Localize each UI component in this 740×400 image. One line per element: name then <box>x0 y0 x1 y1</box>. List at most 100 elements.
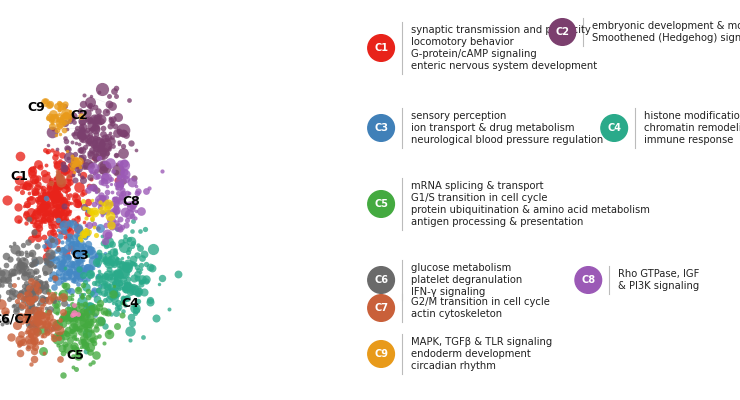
Point <box>132 275 144 282</box>
Point <box>27 217 39 223</box>
Point <box>115 172 127 179</box>
Point <box>51 272 63 278</box>
Point <box>58 264 70 271</box>
Point <box>25 288 37 295</box>
Point <box>78 342 90 348</box>
Point <box>120 302 132 308</box>
Point <box>22 345 34 351</box>
Point <box>82 304 94 311</box>
Point <box>73 200 84 207</box>
Point <box>18 266 30 273</box>
Point <box>75 132 87 138</box>
Point <box>119 262 131 268</box>
Point <box>78 242 90 248</box>
Point <box>53 193 64 200</box>
Point <box>44 261 56 267</box>
Point <box>23 297 35 304</box>
Point <box>112 189 124 196</box>
Point <box>54 290 66 297</box>
Point <box>126 320 138 326</box>
Point <box>109 250 121 257</box>
Point <box>36 184 47 190</box>
Point <box>80 348 92 354</box>
Point <box>74 147 86 154</box>
Point <box>81 228 92 234</box>
Point <box>97 210 109 216</box>
Point <box>94 282 106 289</box>
Point <box>74 314 86 320</box>
Point <box>73 184 85 190</box>
Point <box>52 182 64 189</box>
Point <box>1 309 13 315</box>
Point <box>67 113 78 119</box>
Point <box>11 185 23 192</box>
Point <box>82 138 94 144</box>
Point <box>40 279 52 286</box>
Point <box>126 260 138 266</box>
Point <box>103 208 115 214</box>
Point <box>37 348 49 354</box>
Point <box>74 164 86 170</box>
Point <box>106 221 118 228</box>
Point <box>84 314 96 320</box>
Point <box>49 219 61 226</box>
Point <box>51 318 63 324</box>
Point <box>72 271 84 277</box>
Point <box>81 204 92 211</box>
Point <box>32 181 44 187</box>
Point <box>36 207 47 213</box>
Point <box>75 326 87 333</box>
Point <box>90 352 102 359</box>
Point <box>37 185 49 191</box>
Point <box>25 327 37 333</box>
Point <box>81 116 93 122</box>
Point <box>67 269 78 275</box>
Point <box>96 209 108 215</box>
Point <box>102 202 114 208</box>
Point <box>51 275 63 281</box>
Point <box>61 200 73 206</box>
Point <box>104 123 115 129</box>
Point <box>155 275 167 282</box>
Point <box>49 275 61 282</box>
Point <box>62 307 74 313</box>
Point <box>152 281 164 287</box>
Point <box>46 237 58 243</box>
Point <box>101 284 113 290</box>
Point <box>95 198 107 205</box>
Point <box>1 289 13 295</box>
Point <box>0 310 11 316</box>
Point <box>53 116 65 122</box>
Point <box>117 190 129 196</box>
Point <box>72 270 84 276</box>
Point <box>42 210 54 216</box>
Point <box>61 192 73 198</box>
Point <box>110 152 122 158</box>
Point <box>85 176 97 182</box>
Point <box>115 285 127 292</box>
Point <box>13 177 25 184</box>
Point <box>62 302 74 308</box>
Point <box>19 295 31 302</box>
Point <box>27 213 39 219</box>
Point <box>92 273 104 280</box>
Point <box>61 244 73 251</box>
Point <box>111 292 123 298</box>
Point <box>0 262 12 268</box>
Point <box>109 281 121 287</box>
Point <box>130 208 141 214</box>
Ellipse shape <box>368 295 394 321</box>
Point <box>92 253 104 259</box>
Point <box>47 229 59 235</box>
Point <box>41 237 53 244</box>
Point <box>109 210 121 216</box>
Point <box>69 169 81 175</box>
Point <box>117 269 129 276</box>
Point <box>50 224 62 230</box>
Ellipse shape <box>549 19 576 45</box>
Point <box>42 327 54 334</box>
Point <box>24 332 36 338</box>
Point <box>65 305 77 311</box>
Point <box>116 169 128 176</box>
Point <box>49 208 61 214</box>
